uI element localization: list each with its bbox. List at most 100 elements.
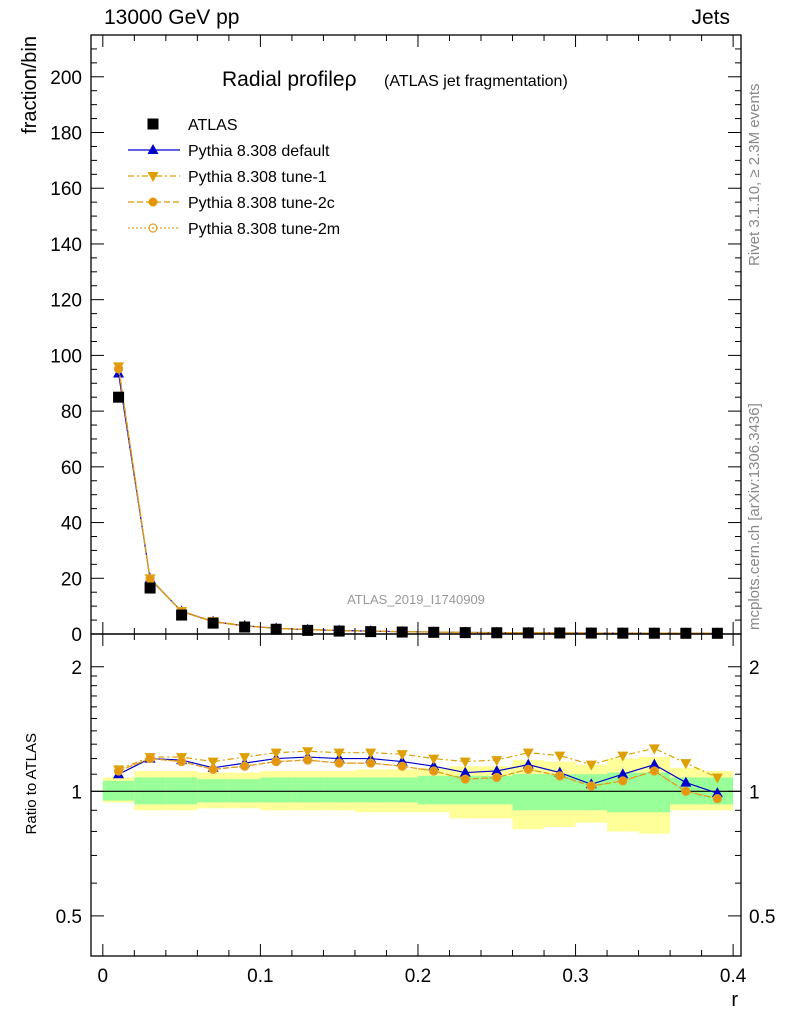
- x-axis-label: r: [731, 989, 738, 1011]
- y-axis-label: fraction/bin: [19, 36, 41, 134]
- band-inner-bin: [417, 775, 450, 805]
- ratio-point-series-3: [618, 776, 628, 786]
- data-point-atlas: [648, 627, 660, 639]
- y-tick-label: 200: [50, 68, 82, 89]
- ratio-point-series-1: [428, 754, 440, 765]
- legend-marker: [148, 223, 158, 233]
- data-point-atlas: [239, 621, 251, 633]
- ratio-point-series-3: [303, 755, 313, 765]
- ratio-series-layer: [113, 744, 723, 804]
- ratio-point-series-3: [271, 756, 281, 767]
- data-point-atlas: [302, 624, 314, 636]
- analysis-label: ATLAS_2019_I1740909: [347, 592, 485, 607]
- ratio-point-series-3: [429, 766, 439, 776]
- ratio-point-series-3: [555, 771, 565, 781]
- ratio-point-series-0: [491, 764, 503, 775]
- data-point-atlas: [428, 626, 440, 638]
- data-point-atlas: [270, 623, 282, 635]
- data-point-atlas: [522, 627, 534, 639]
- ratio-point-series-0: [648, 758, 660, 769]
- data-point-atlas: [396, 626, 408, 638]
- ratio-point-series-3: [334, 758, 344, 768]
- legend-marker: [147, 144, 159, 154]
- ratio-point-series-3: [208, 764, 218, 774]
- data-point-atlas: [617, 627, 629, 639]
- ratio-point-series-1: [365, 748, 377, 759]
- ratio-point-series-0: [459, 766, 471, 777]
- x-tick-label: 0.3: [562, 966, 588, 987]
- data-point-atlas: [459, 627, 471, 639]
- y-tick-label: 0: [71, 625, 82, 646]
- data-point-atlas: [113, 391, 125, 403]
- ratio-line-series-1: [118, 747, 718, 779]
- ratio-point-series-2: [492, 773, 502, 783]
- ratio-point-series-0: [680, 776, 692, 787]
- header-process-label: 13000 GeV pp: [104, 6, 240, 29]
- ratio-point-series-0: [617, 768, 629, 779]
- ratio-point-series-3: [460, 774, 470, 784]
- legend-marker: [148, 197, 158, 207]
- ratio-point-series-1: [522, 748, 534, 759]
- legend-label: Pythia 8.308 default: [188, 143, 330, 160]
- band-inner-bin: [386, 777, 418, 803]
- data-point-atlas: [554, 627, 566, 639]
- x-tick-label: 0.2: [405, 966, 431, 987]
- ratio-point-series-1: [680, 759, 692, 770]
- data-point-atlas: [207, 617, 219, 629]
- ratio-point-series-1: [459, 757, 471, 768]
- ratio-tick-label: 0.5: [56, 907, 82, 928]
- legend-label: Pythia 8.308 tune-2c: [188, 195, 335, 212]
- y-tick-label: 40: [61, 514, 82, 535]
- x-tick-label: 0: [98, 966, 109, 987]
- ratio-point-series-3: [177, 756, 187, 767]
- ratio-point-series-3: [145, 753, 155, 764]
- ratio-point-series-2: [429, 766, 439, 776]
- ratio-point-series-1: [648, 744, 660, 755]
- data-point-atlas: [711, 627, 723, 639]
- band-inner-bin: [260, 777, 292, 803]
- ratio-point-series-1: [333, 748, 345, 759]
- data-point-atlas: [176, 609, 188, 621]
- chart-title: Radial profileρ: [222, 68, 357, 91]
- ratio-point-series-1: [270, 748, 282, 759]
- band-inner-bin: [354, 777, 387, 803]
- y-tick-label: 80: [61, 402, 82, 423]
- ratio-tick-label-right: 1: [749, 782, 760, 803]
- ratio-line-series-3: [118, 757, 718, 800]
- ratio-point-series-3: [586, 781, 596, 791]
- ratio-point-series-1: [302, 747, 314, 758]
- ratio-point-series-1: [491, 756, 503, 767]
- ratio-tick-label: 1: [71, 782, 82, 803]
- ratio-point-series-1: [207, 757, 219, 768]
- ratio-point-series-1: [711, 773, 723, 784]
- ratio-panel-frame: [90, 633, 742, 957]
- ratio-point-series-3: [240, 761, 250, 771]
- y-tick-label: 20: [61, 569, 82, 590]
- ratio-point-series-1: [585, 760, 597, 771]
- data-point-atlas: [144, 582, 156, 594]
- y-tick-label: 120: [50, 291, 82, 312]
- ratio-point-series-3: [649, 766, 659, 776]
- ratio-point-series-3: [366, 758, 376, 768]
- axes-layer: 0 20 40 60 80 100 120 140 160 180 200 0 0.1 0.2 0.3 0.4…: [50, 34, 775, 987]
- ratio-point-series-1: [617, 751, 629, 762]
- ratio-point-series-3: [113, 766, 124, 776]
- ratio-point-series-3: [523, 764, 533, 774]
- data-point-atlas: [680, 627, 692, 639]
- uncertainty-bands: [91, 757, 741, 834]
- ratio-point-series-1: [239, 753, 251, 764]
- legend-label: ATLAS: [188, 117, 238, 134]
- ratio-point-series-3: [681, 786, 691, 796]
- ratio-point-series-3: [397, 761, 407, 771]
- ratio-axis-label: Ratio to ATLAS: [23, 733, 40, 834]
- y-tick-label: 180: [50, 124, 82, 145]
- data-point-atlas: [365, 626, 377, 638]
- ratio-point-series-1: [396, 750, 408, 761]
- ratio-point-series-0: [711, 787, 723, 798]
- ratio-point-series-3: [712, 794, 722, 804]
- data-point-atlas: [491, 627, 503, 639]
- ratio-tick-label-right: 2: [749, 658, 760, 679]
- data-point-atlas: [585, 627, 597, 639]
- x-tick-label: 0.4: [720, 966, 747, 987]
